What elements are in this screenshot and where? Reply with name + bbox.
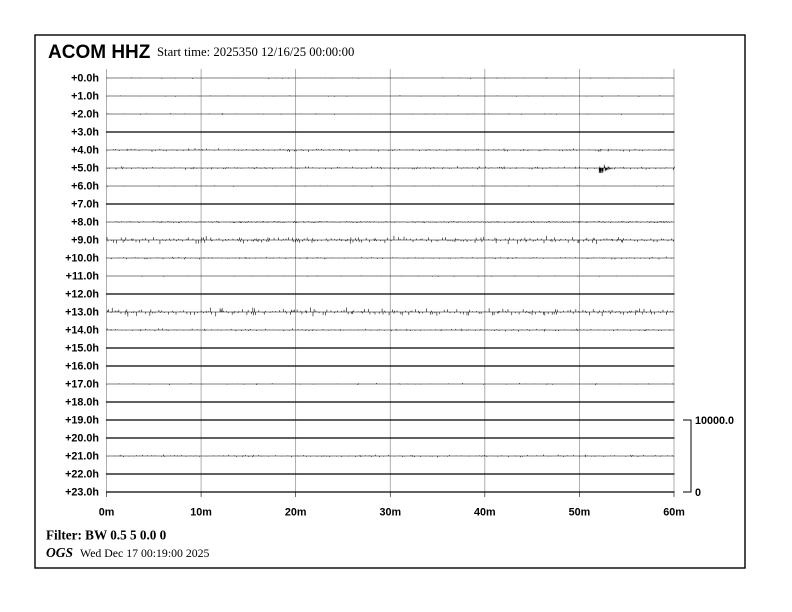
svg-text:40m: 40m	[474, 507, 496, 519]
svg-text:+18.0h: +18.0h	[65, 397, 99, 409]
svg-text:+12.0h: +12.0h	[65, 289, 99, 301]
svg-text:+19.0h: +19.0h	[65, 415, 99, 427]
svg-text:+8.0h: +8.0h	[71, 217, 99, 229]
svg-text:+7.0h: +7.0h	[71, 199, 99, 211]
svg-text:0m: 0m	[99, 507, 115, 519]
svg-text:+15.0h: +15.0h	[65, 343, 99, 355]
svg-text:+0.0h: +0.0h	[71, 73, 99, 85]
svg-text:10m: 10m	[190, 507, 212, 519]
svg-text:+13.0h: +13.0h	[65, 307, 99, 319]
svg-text:60m: 60m	[663, 507, 685, 519]
svg-text:+9.0h: +9.0h	[71, 235, 99, 247]
svg-text:+11.0h: +11.0h	[66, 271, 99, 283]
svg-text:+10.0h: +10.0h	[65, 253, 99, 265]
svg-text:10000.0: 10000.0	[695, 415, 734, 427]
svg-text:+2.0h: +2.0h	[71, 109, 99, 121]
svg-text:+4.0h: +4.0h	[71, 145, 99, 157]
svg-text:Start time: 2025350 12/16/25 0: Start time: 2025350 12/16/25 00:00:00	[157, 45, 354, 59]
svg-text:+20.0h: +20.0h	[65, 433, 99, 445]
svg-text:30m: 30m	[379, 507, 401, 519]
svg-text:+5.0h: +5.0h	[71, 163, 99, 175]
svg-text:+1.0h: +1.0h	[71, 91, 99, 103]
svg-text:OGS: OGS	[46, 545, 73, 560]
svg-text:+23.0h: +23.0h	[65, 487, 99, 499]
svg-text:Filter: BW 0.5 5 0.0 0: Filter: BW 0.5 5 0.0 0	[46, 528, 167, 543]
svg-text:0: 0	[695, 487, 701, 499]
svg-text:+3.0h: +3.0h	[71, 127, 99, 139]
svg-text:20m: 20m	[285, 507, 307, 519]
svg-text:ACOM HHZ: ACOM HHZ	[48, 42, 151, 63]
svg-text:50m: 50m	[569, 507, 591, 519]
svg-text:+6.0h: +6.0h	[71, 181, 99, 193]
svg-text:Wed Dec 17 00:19:00 2025: Wed Dec 17 00:19:00 2025	[80, 546, 210, 560]
svg-text:+14.0h: +14.0h	[65, 325, 99, 337]
svg-text:+22.0h: +22.0h	[65, 469, 99, 481]
svg-text:+16.0h: +16.0h	[65, 361, 99, 373]
svg-text:+17.0h: +17.0h	[65, 379, 99, 391]
svg-text:+21.0h: +21.0h	[65, 451, 99, 463]
